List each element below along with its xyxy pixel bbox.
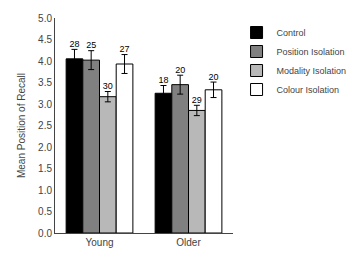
svg-text:0.5: 0.5 (38, 206, 52, 217)
svg-text:3.0: 3.0 (38, 99, 52, 110)
svg-text:3.5: 3.5 (38, 77, 52, 88)
svg-text:25: 25 (86, 40, 96, 50)
svg-text:4.0: 4.0 (38, 56, 52, 67)
svg-text:1.5: 1.5 (38, 163, 52, 174)
svg-text:30: 30 (103, 81, 113, 91)
svg-text:Control: Control (277, 28, 306, 38)
svg-text:20: 20 (209, 72, 219, 82)
svg-text:2.5: 2.5 (38, 120, 52, 131)
svg-text:Modality Isolation: Modality Isolation (277, 66, 347, 76)
svg-text:28: 28 (69, 39, 79, 49)
svg-text:Position Isolation: Position Isolation (277, 47, 345, 57)
svg-text:4.5: 4.5 (38, 34, 52, 45)
svg-text:5.0: 5.0 (38, 13, 52, 24)
svg-text:27: 27 (120, 44, 130, 54)
svg-text:0.0: 0.0 (38, 228, 52, 239)
svg-text:Older: Older (176, 237, 201, 248)
svg-text:Young: Young (86, 237, 114, 248)
svg-text:Colour Isolation: Colour Isolation (277, 85, 340, 95)
svg-text:Mean Position of Recall: Mean Position of Recall (16, 73, 27, 178)
svg-text:1.0: 1.0 (38, 185, 52, 196)
svg-text:20: 20 (175, 65, 185, 75)
svg-text:18: 18 (158, 75, 168, 85)
svg-text:29: 29 (192, 95, 202, 105)
svg-text:2.0: 2.0 (38, 142, 52, 153)
